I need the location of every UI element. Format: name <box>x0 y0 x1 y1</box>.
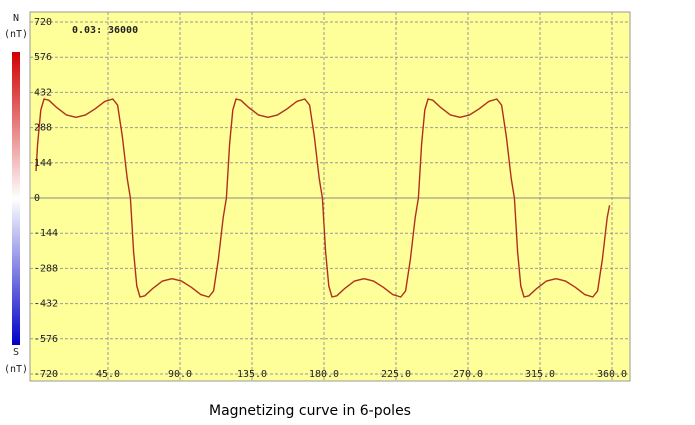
x-tick-label: 180.0 <box>309 369 339 380</box>
grid <box>30 12 630 381</box>
x-tick-label: 225.0 <box>381 369 411 380</box>
y-tick-label: -720 <box>34 369 58 380</box>
y-tick-label: 144 <box>34 158 52 169</box>
y-tick-label: -576 <box>34 334 58 345</box>
y-tick-label: -144 <box>34 228 58 239</box>
legend-unit: (nT) <box>4 29 28 40</box>
caption: Magnetizing curve in 6-poles <box>209 403 411 419</box>
legend-label: S <box>13 347 19 358</box>
legend-label: N <box>13 13 19 24</box>
marks <box>35 98 611 298</box>
x-tick-label: 135.0 <box>237 369 267 380</box>
x-tick-label: 90.0 <box>168 369 192 380</box>
y-tick-label: 432 <box>34 87 52 98</box>
readout: 0.03: <box>72 25 102 36</box>
y-tick-label: -288 <box>34 263 58 274</box>
x-tick-label: 360.0 <box>597 369 627 380</box>
y-tick-label: 720 <box>34 17 52 28</box>
x-tick-label: 45.0 <box>96 369 120 380</box>
x-tick-label: 270.0 <box>453 369 483 380</box>
color-bar <box>12 52 20 345</box>
y-tick-label: 288 <box>34 123 52 134</box>
y-tick-label: 0 <box>34 193 40 204</box>
curve <box>35 98 611 298</box>
readout: 36000 <box>108 25 138 36</box>
y-tick-label: 576 <box>34 52 52 63</box>
legend-unit: (nT) <box>4 364 28 375</box>
y-tick-label: -432 <box>34 299 58 310</box>
x-tick-label: 315.0 <box>525 369 555 380</box>
